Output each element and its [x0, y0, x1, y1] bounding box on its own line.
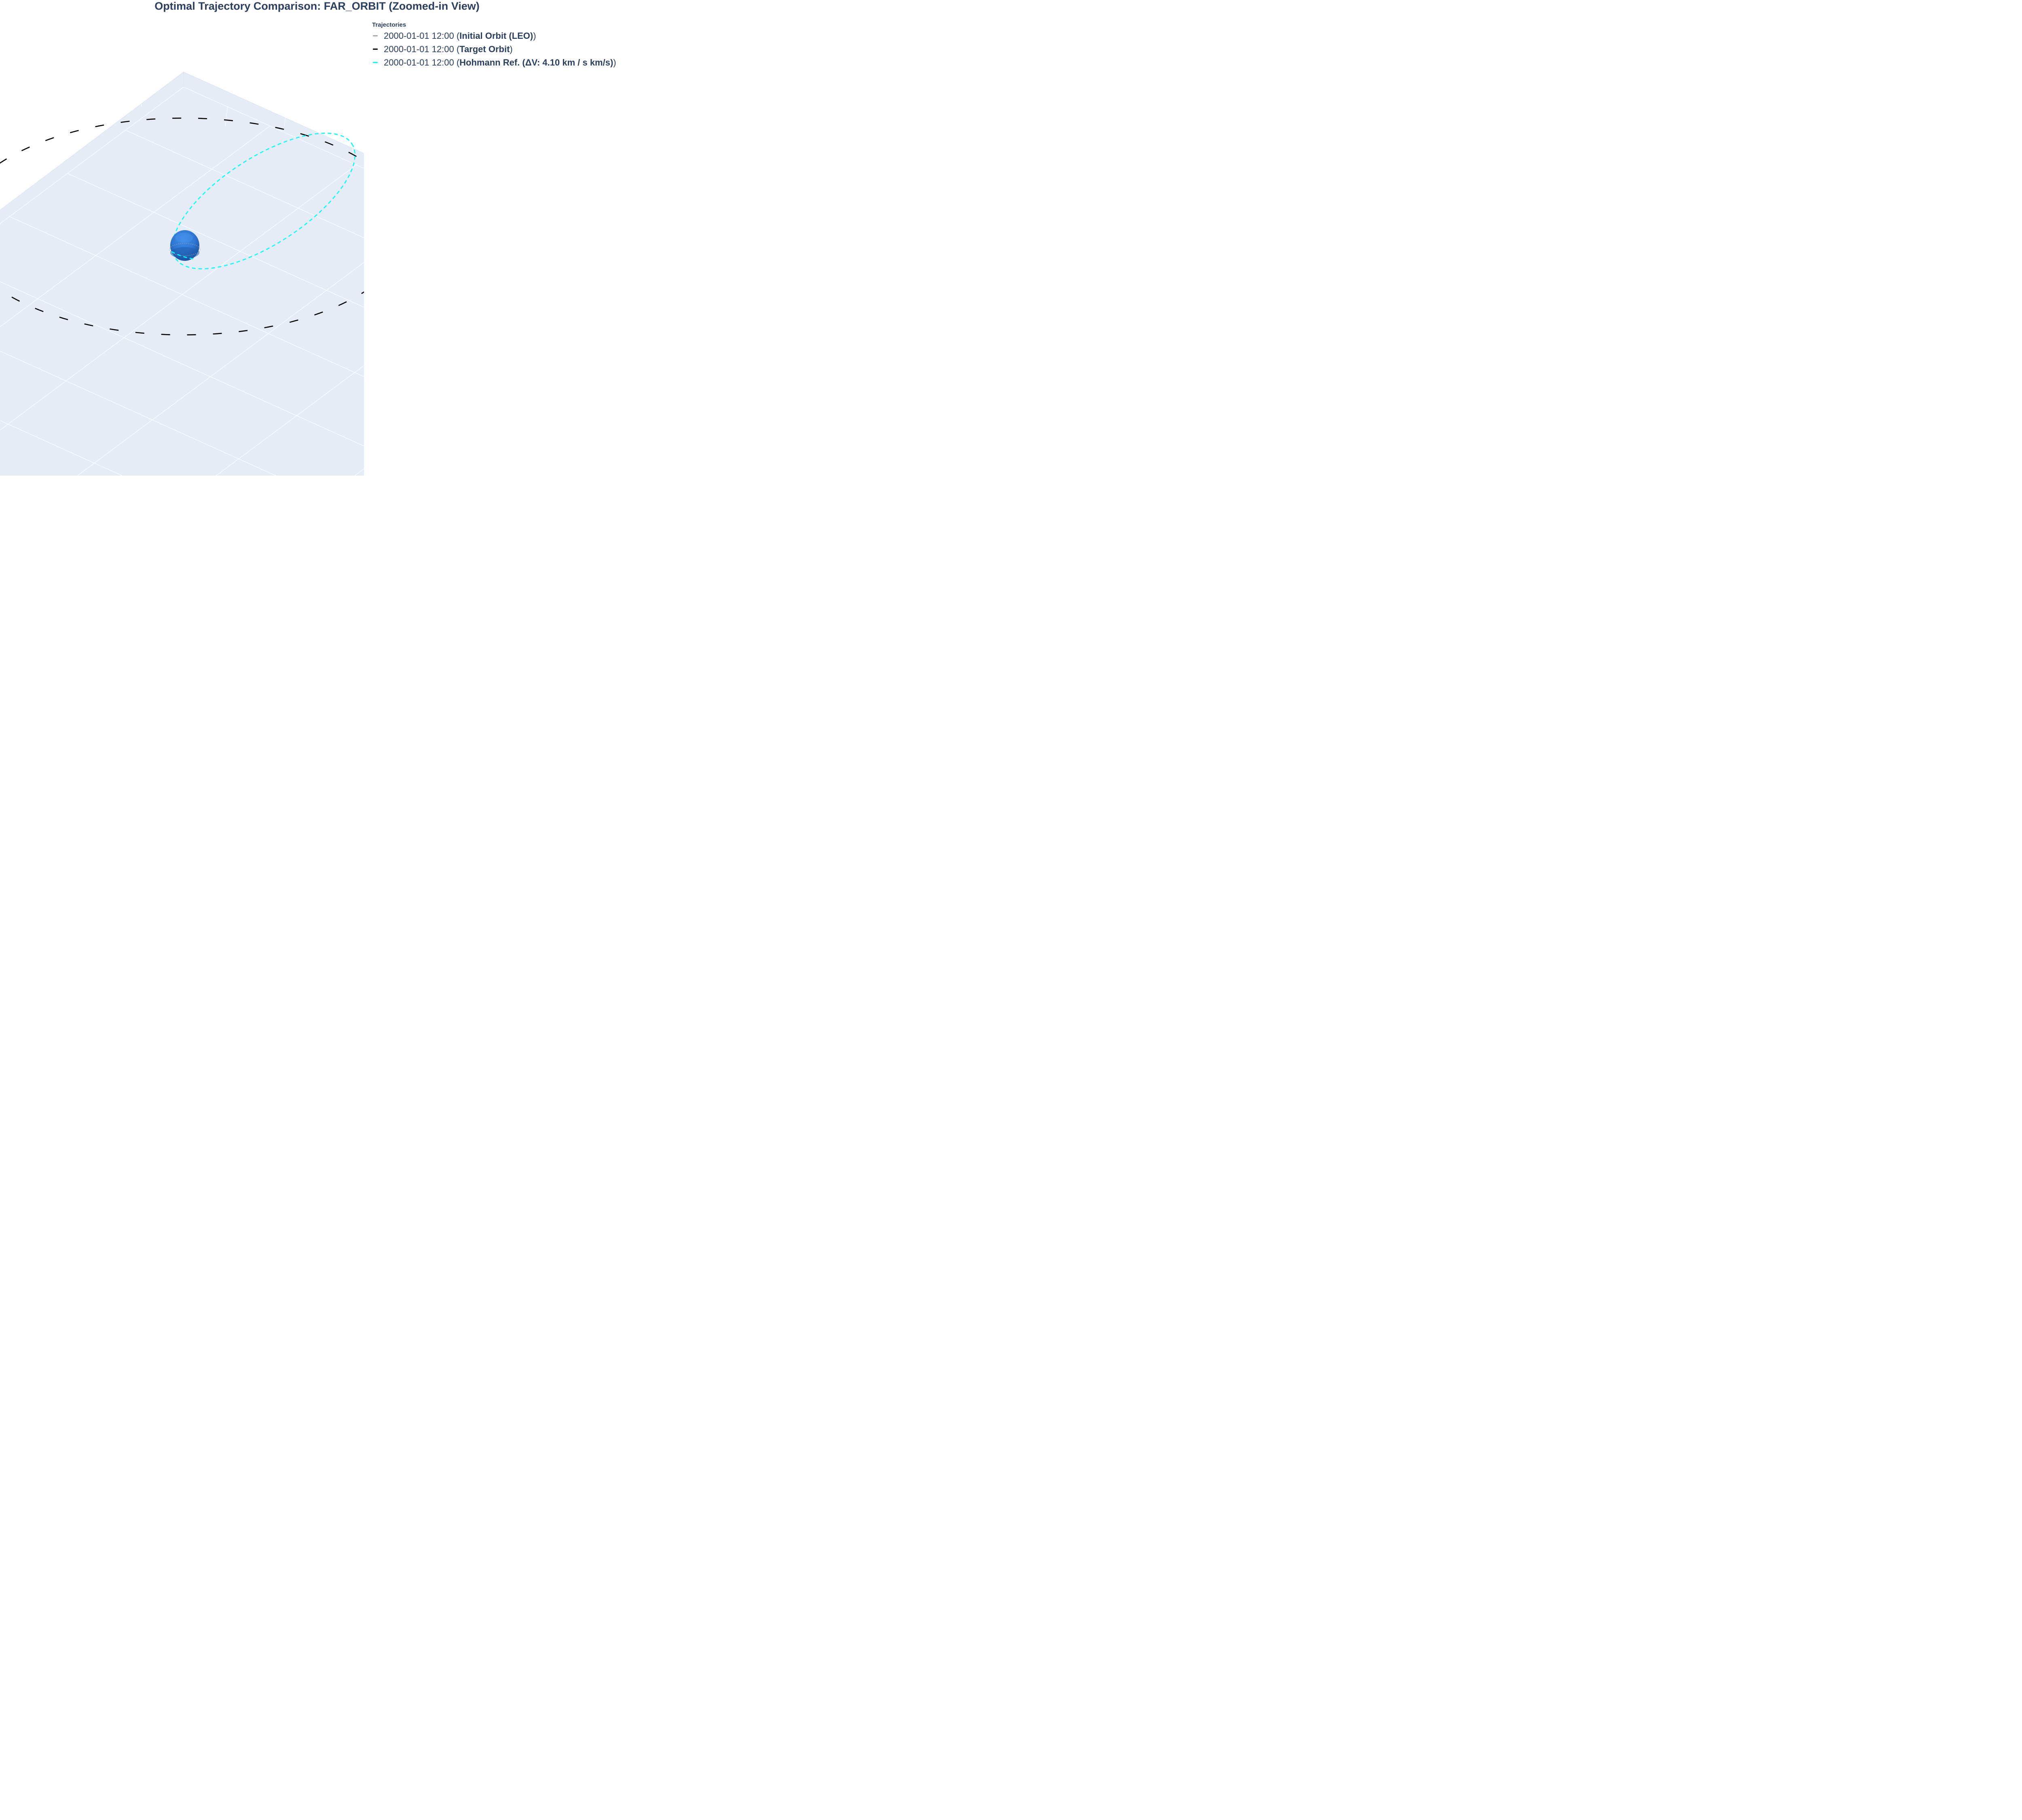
back-walls — [0, 71, 364, 224]
wall-grid-line — [225, 106, 228, 127]
grid-line — [410, 399, 634, 476]
hohmann-front-segment — [171, 251, 194, 260]
wall-grid-line — [284, 106, 287, 127]
trajectories-front — [169, 243, 201, 260]
grid-line — [67, 173, 364, 308]
legend-label-initial: Initial Orbit (LEO) — [459, 31, 533, 41]
grid-line — [0, 165, 357, 431]
wall-grid-line — [80, 107, 83, 128]
legend-item-initial-orbit[interactable]: 2000-01-01 12:00 (Initial Orbit (LEO)) — [372, 29, 536, 42]
initial-orbit-line — [169, 243, 201, 256]
grid-line — [0, 125, 270, 327]
grid-line — [324, 360, 634, 476]
grid-line — [0, 87, 184, 224]
grid-line — [216, 365, 364, 476]
orbit-3d-scene[interactable] — [0, 0, 634, 476]
legend-swatch-hohmann — [373, 62, 378, 63]
grid-line — [77, 262, 364, 476]
legend-item-target-orbit[interactable]: 2000-01-01 12:00 (Target Orbit) — [372, 42, 513, 56]
legend-swatch-initial — [373, 35, 378, 36]
wall-grid-line — [10, 130, 13, 151]
grid-line — [183, 87, 364, 169]
legend-label-hohmann: Hohmann Ref. (ΔV: 4.10 km / s km/s) — [459, 57, 613, 68]
earth-sphere — [170, 230, 199, 261]
hohmann-transfer-line — [171, 133, 356, 269]
legend-label-target: Target Orbit — [459, 44, 510, 54]
wall-grid-line — [139, 86, 142, 107]
chart-title: Optimal Trajectory Comparison: FAR_ORBIT… — [154, 0, 480, 12]
legend: Trajectories 2000-01-01 12:00 (Initial O… — [372, 21, 616, 69]
grid-lines — [0, 86, 634, 476]
legend-item-hohmann-ref[interactable]: 2000-01-01 12:00 (Hohmann Ref. (ΔV: 4.10… — [372, 56, 616, 69]
legend-title: Trajectories — [372, 21, 406, 28]
trajectories — [0, 117, 364, 336]
wall-grid-line — [352, 130, 355, 151]
legend-swatch-target — [373, 49, 378, 50]
grid-line — [125, 130, 364, 238]
